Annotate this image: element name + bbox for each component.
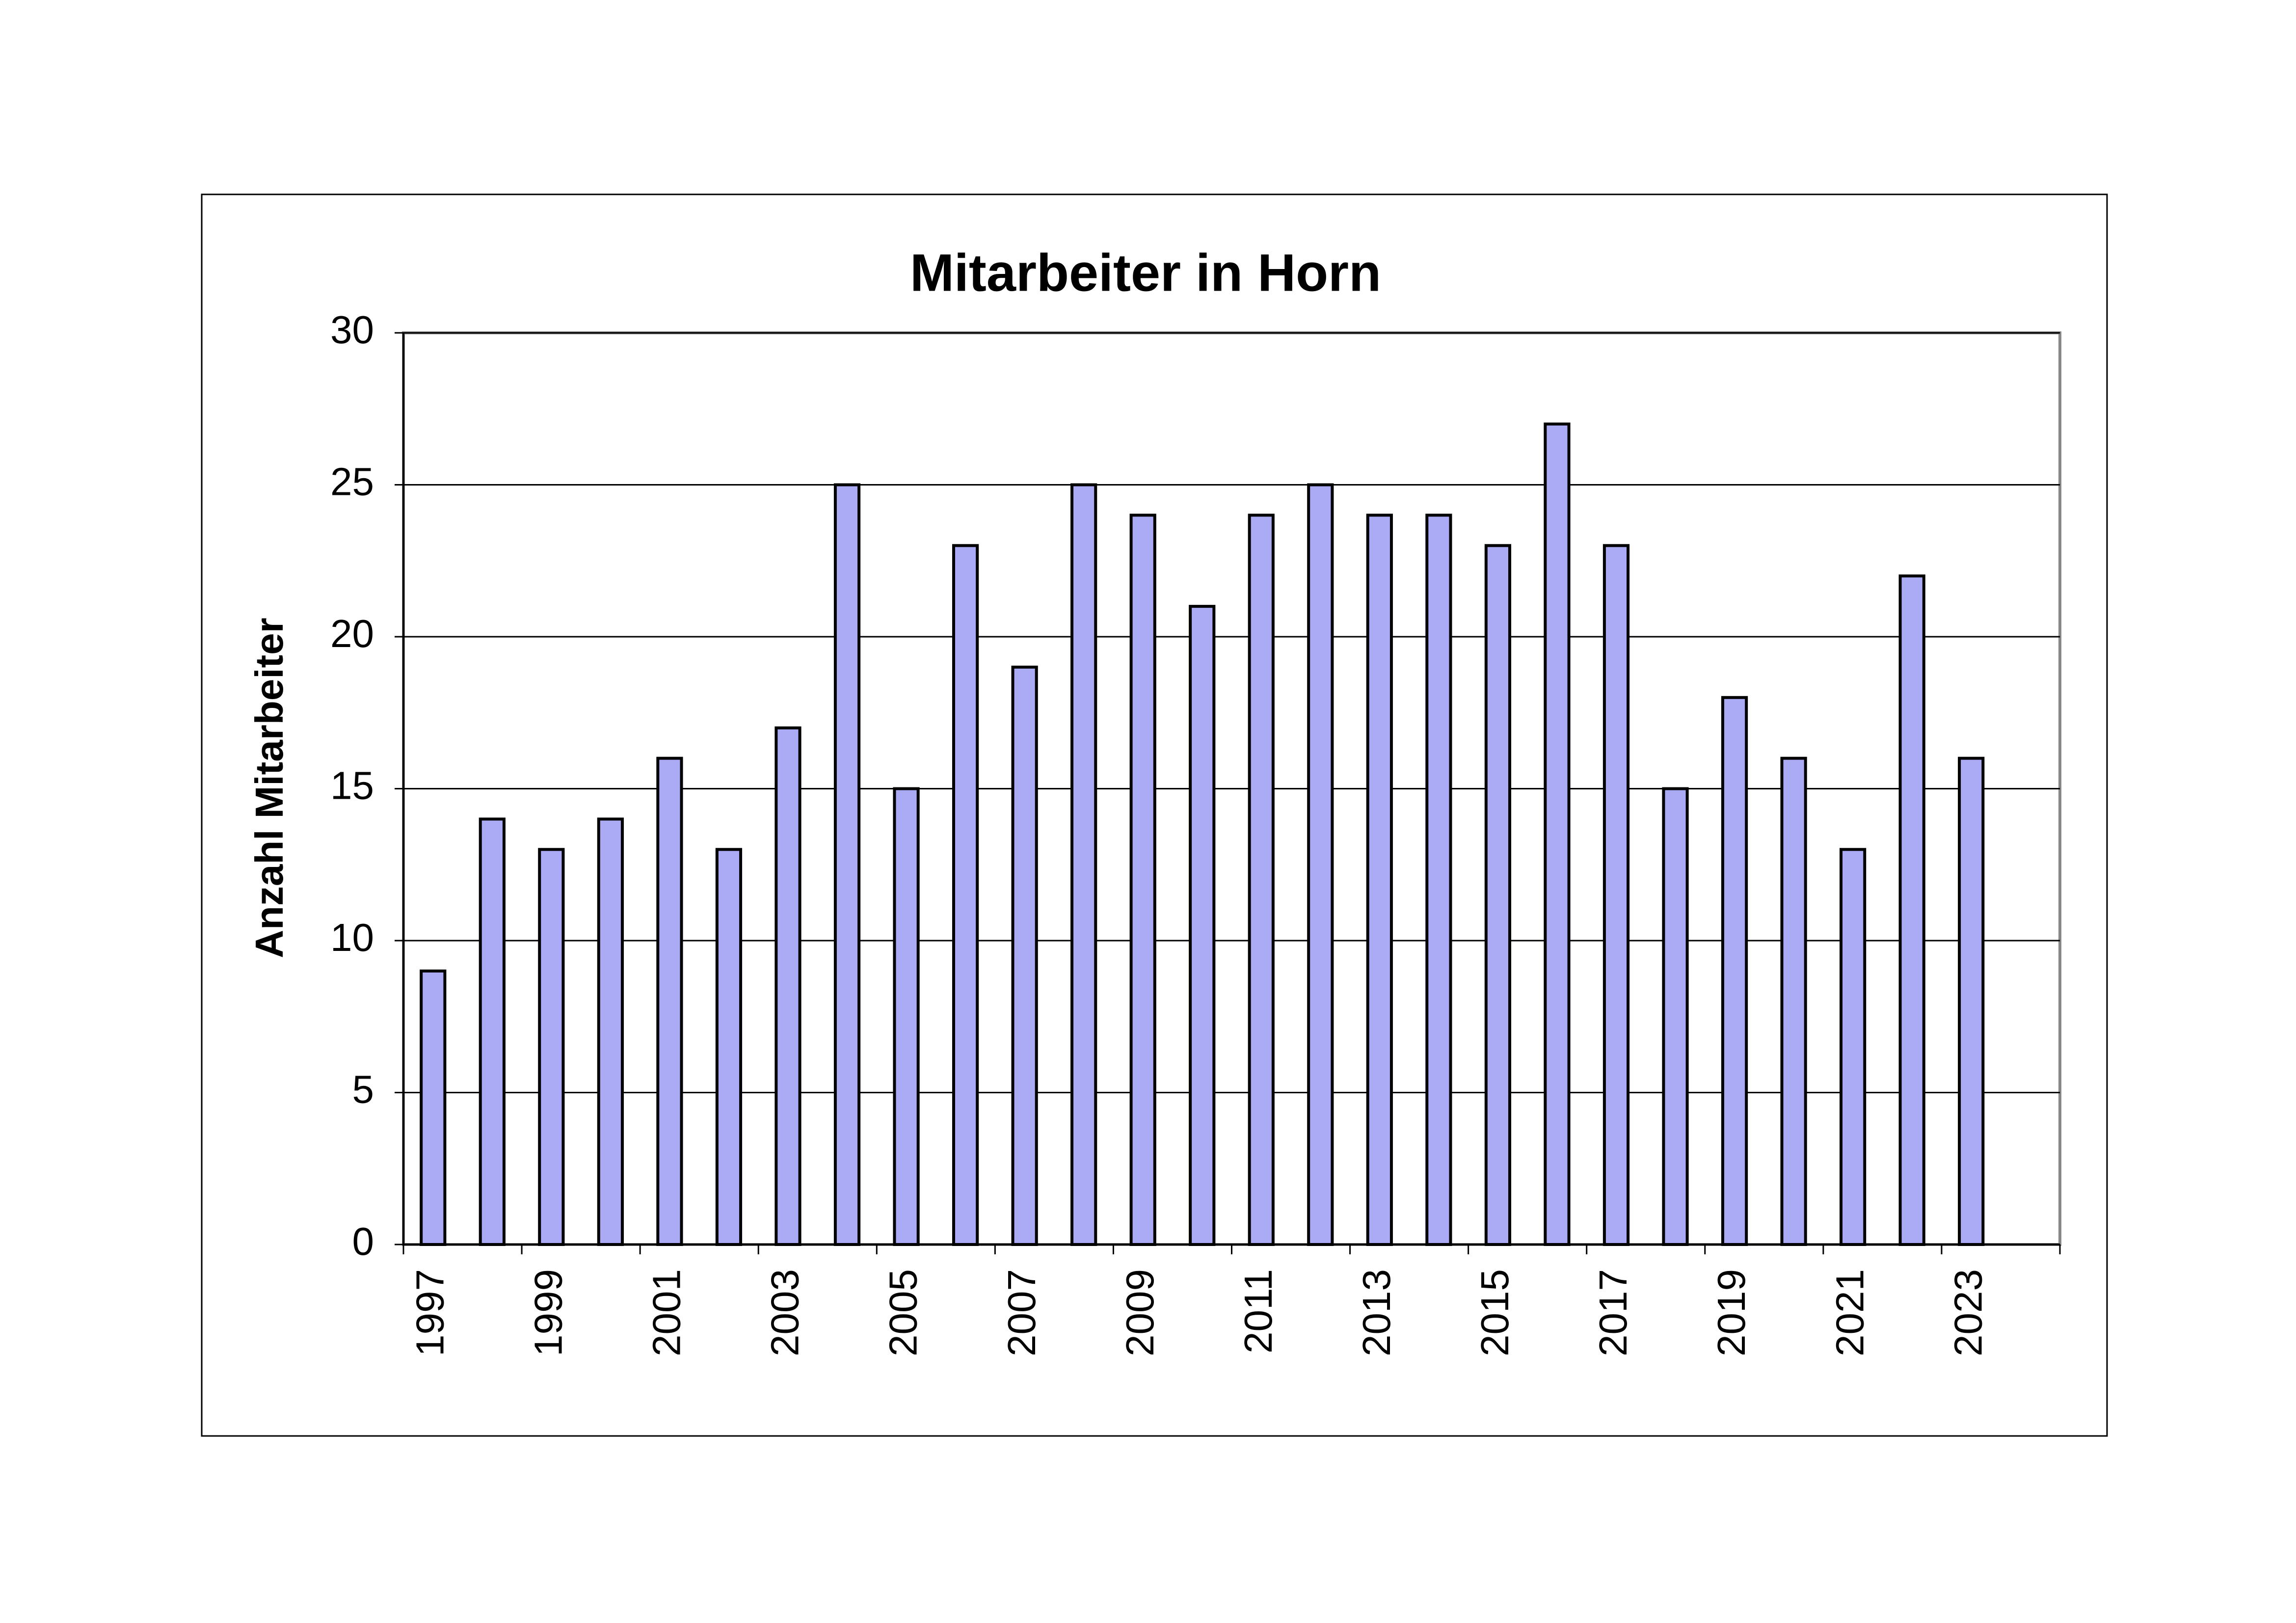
x-tick-label: 2005 — [881, 1269, 925, 1356]
y-tick-label: 10 — [330, 916, 374, 959]
bar — [893, 787, 920, 1246]
x-tick-label: 2015 — [1473, 1269, 1517, 1356]
bar — [1425, 514, 1452, 1246]
y-axis-label: Anzahl Mitarbeiter — [247, 618, 291, 958]
bar — [1958, 757, 1985, 1246]
bar — [1129, 514, 1156, 1246]
x-tick-label: 1999 — [526, 1269, 570, 1356]
bar — [1780, 757, 1807, 1246]
y-tick-label: 0 — [352, 1219, 374, 1263]
bar — [715, 848, 743, 1246]
y-tick-label: 30 — [330, 308, 374, 352]
chart-title: Mitarbeiter in Horn — [910, 243, 1381, 302]
bar — [1011, 665, 1038, 1246]
bar — [1662, 787, 1689, 1246]
bar — [656, 757, 683, 1246]
bar — [1484, 544, 1512, 1246]
bar — [833, 483, 861, 1246]
x-tick-label: 2003 — [763, 1269, 807, 1356]
bar — [1366, 514, 1393, 1246]
bar — [597, 817, 624, 1246]
bar — [952, 544, 979, 1246]
bar — [1721, 696, 1748, 1246]
y-tick-label: 5 — [352, 1068, 374, 1111]
x-tick-label: 2013 — [1355, 1269, 1398, 1356]
bar — [1248, 514, 1275, 1246]
x-tick-label: 2009 — [1118, 1269, 1162, 1356]
bar — [420, 969, 447, 1246]
bar — [1070, 483, 1097, 1246]
x-tick-label: 2001 — [645, 1269, 689, 1356]
x-tick-label: 2019 — [1709, 1269, 1753, 1356]
bar — [1544, 422, 1571, 1246]
x-tick-label: 2017 — [1591, 1269, 1635, 1356]
x-tick-label: 2007 — [1000, 1269, 1043, 1356]
bar — [1898, 574, 1925, 1246]
x-tick-label: 1997 — [408, 1269, 452, 1356]
x-tick-label: 2021 — [1828, 1269, 1871, 1356]
bar — [538, 848, 565, 1246]
bar — [479, 817, 506, 1246]
bar — [1840, 848, 1867, 1246]
bar — [1189, 605, 1216, 1246]
x-tick-label: 2011 — [1236, 1269, 1280, 1353]
y-tick-label: 15 — [330, 764, 374, 808]
bar — [1602, 544, 1630, 1246]
y-tick-label: 20 — [330, 612, 374, 655]
bar — [774, 726, 801, 1246]
x-tick-label: 2023 — [1946, 1269, 1990, 1356]
bar — [1307, 483, 1334, 1246]
y-tick-label: 25 — [330, 460, 374, 504]
